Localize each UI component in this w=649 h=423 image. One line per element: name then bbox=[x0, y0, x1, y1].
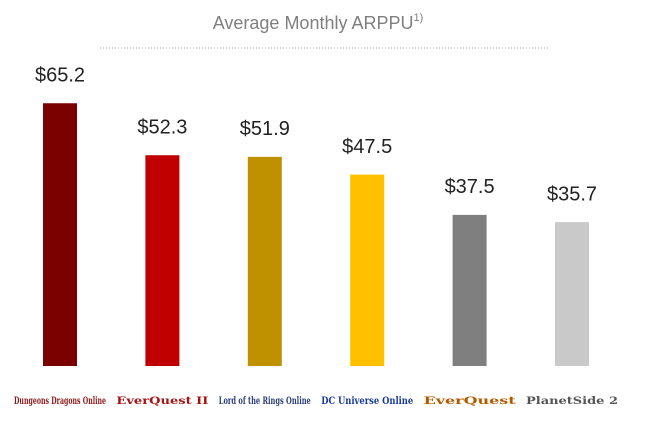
title-note: 1) bbox=[414, 12, 424, 24]
bar bbox=[43, 103, 77, 366]
bar bbox=[247, 156, 282, 366]
value-label: $52.3 bbox=[137, 117, 187, 139]
category-label: PlanetSide 2 bbox=[526, 395, 618, 407]
chart-title: Average Monthly ARPPU1) bbox=[213, 12, 424, 33]
value-label: $51.9 bbox=[240, 118, 290, 140]
category-label: Dungeons Dragons Online bbox=[14, 395, 106, 407]
category-label: Lord of the Rings Online bbox=[219, 395, 311, 407]
bar bbox=[350, 174, 385, 366]
value-label: $35.7 bbox=[547, 183, 597, 205]
bar bbox=[145, 155, 180, 366]
category-label: EverQuest II bbox=[116, 395, 208, 407]
category-label: DC Universe Online bbox=[321, 395, 413, 407]
bar bbox=[452, 214, 487, 366]
value-label: $65.2 bbox=[35, 65, 85, 87]
value-label: $37.5 bbox=[445, 176, 495, 198]
value-label: $47.5 bbox=[342, 136, 392, 158]
category-label: EverQuest bbox=[424, 395, 516, 407]
title-text: Average Monthly ARPPU bbox=[213, 13, 414, 33]
bar bbox=[555, 222, 589, 366]
